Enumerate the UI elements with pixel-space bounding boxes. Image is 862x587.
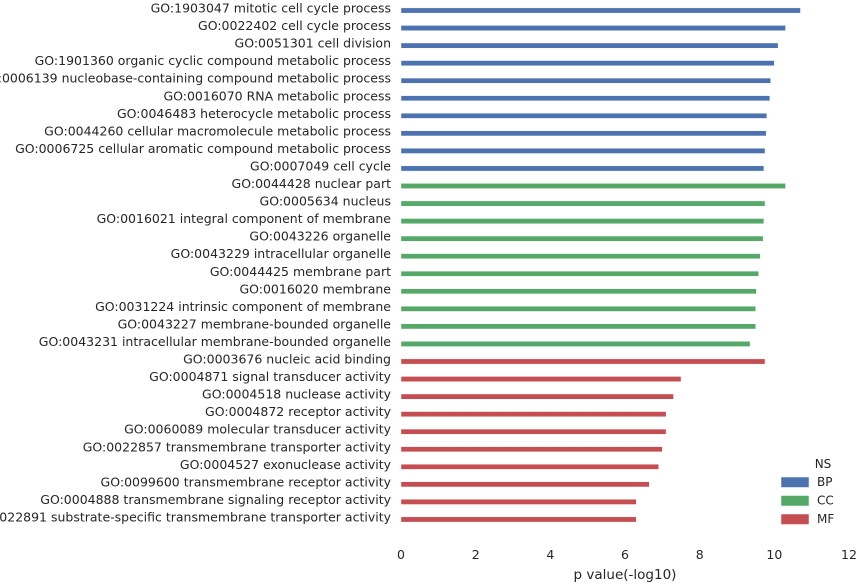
category-label: GO:0006139 nucleobase-containing compoun… [0,71,391,86]
bar-bp [400,7,801,14]
category-label: GO:0016070 RNA metabolic process [163,88,391,103]
category-label: GO:0046483 heterocycle metabolic process [117,106,391,121]
category-label: GO:0003676 nucleic acid binding [183,352,391,367]
bar-mf [400,376,682,382]
category-label: GO:0022402 cell cycle process [198,18,391,33]
bar-cc [400,341,751,347]
legend-title: NS [815,457,832,471]
bar-bp [400,130,767,137]
x-tick-label: 12 [841,547,857,562]
bar-mf [400,481,650,488]
x-tick-label: 8 [696,547,704,562]
legend-items: BP CC MF [780,475,834,526]
x-axis-ticks: 0 2 4 6 8 10 12 [397,547,857,562]
category-label: GO:1903047 mitotic cell cycle process [151,1,391,16]
category-label: GO:0044425 membrane part [210,264,391,279]
category-label: GO:0004871 signal transducer activity [149,369,391,384]
bar-cc [400,288,757,295]
bar-bp [400,77,771,84]
bar-mf [400,393,674,400]
bar-cc [400,323,756,330]
category-label: GO:0044428 nuclear part [232,176,392,191]
category-label: GO:0044260 cellular macromolecule metabo… [44,123,391,138]
category-label: GO:0043226 organelle [249,229,391,244]
category-label: GO:0016020 membrane [239,281,391,296]
bar-mf [400,358,766,365]
category-label: GO:0060089 molecular transducer activity [124,422,392,437]
bar-cc [400,183,786,189]
x-axis-title: p value(-log10) [574,567,677,583]
x-tick-label: 6 [621,547,629,562]
x-tick-label: 0 [397,547,405,562]
legend: NS BP CC MF [780,457,834,526]
category-label: GO:0004527 exonuclease activity [180,457,392,472]
bar-bp [400,148,766,154]
category-label: GO:0043231 intracellular membrane-bounde… [39,334,392,349]
bar-bp [400,165,765,172]
category-label: GO:0016021 integral component of membran… [97,211,392,226]
category-label: GO:0006725 cellular aromatic compound me… [15,141,391,156]
category-label: GO:0043227 membrane-bounded organelle [118,316,392,331]
bar-bp [400,95,771,102]
category-labels: GO:1903047 mitotic cell cycle process GO:… [0,1,392,525]
bar-mf [400,446,663,453]
legend-swatch-cc [780,495,810,507]
legend-label-cc: CC [817,494,834,508]
category-label: GO:0005634 nucleus [260,194,391,209]
x-tick-label: 10 [766,547,782,562]
category-label: GO:0043229 intracellular organelle [171,246,392,261]
bar-bp [400,60,775,66]
bar-cc [400,253,761,260]
bar-mf [400,464,659,470]
legend-label-bp: BP [817,475,832,489]
legend-label-mf: MF [817,512,834,526]
bar-mf [400,428,667,435]
category-label: GO:0007049 cell cycle [250,158,391,173]
x-tick-label: 4 [546,547,554,562]
bar-mf [400,516,637,523]
category-label: GO:1901360 organic cyclic compound metab… [35,53,391,68]
category-label: GO:0022891 substrate-specific transmembr… [0,509,392,524]
category-label: GO:0004518 nuclease activity [202,387,392,402]
x-tick-label: 2 [472,547,480,562]
category-label: GO:0099600 transmembrane receptor activi… [101,474,392,489]
bar-cc [400,270,759,277]
bar-mf [400,411,667,417]
category-label: GO:0022857 transmembrane transporter act… [83,439,392,454]
category-label: GO:0051301 cell division [235,36,391,51]
bar-cc [400,235,764,242]
legend-swatch-mf [780,513,810,525]
bar-cc [400,218,765,224]
bars-layer [400,7,801,523]
category-label: GO:0004888 transmembrane signaling recep… [40,492,391,507]
bar-bp [400,42,779,49]
bar-bp [400,25,786,31]
bar-cc [400,200,766,207]
legend-swatch-bp [780,476,810,488]
bar-cc [400,306,756,312]
bar-mf [400,499,637,505]
category-label: GO:0031224 intrinsic component of membra… [95,299,391,314]
bar-bp [400,112,768,119]
category-label: GO:0004872 receptor activity [205,404,392,419]
